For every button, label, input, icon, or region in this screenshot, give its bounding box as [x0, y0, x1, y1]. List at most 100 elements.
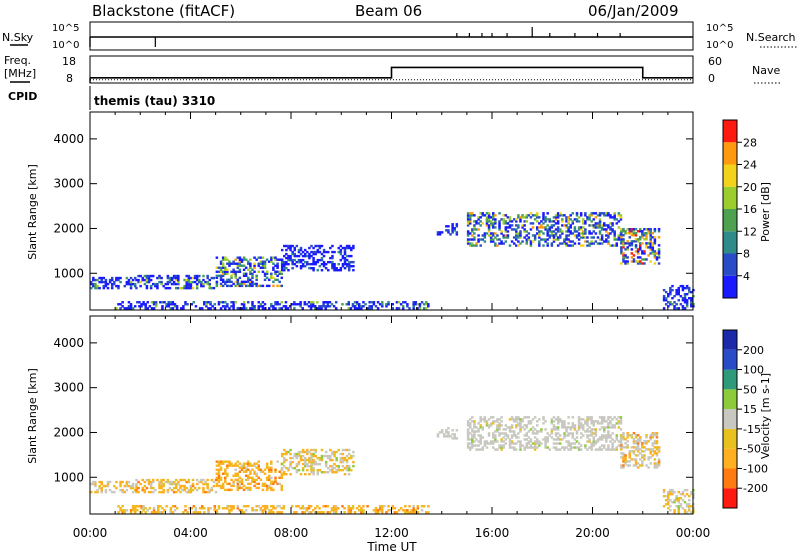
range-cell — [579, 236, 583, 239]
range-cell — [343, 256, 347, 260]
range-cell — [685, 492, 689, 496]
range-cell — [295, 244, 299, 248]
range-cell — [655, 454, 659, 457]
range-cell — [240, 511, 244, 514]
range-cell — [352, 269, 355, 272]
range-cell — [611, 230, 614, 233]
range-cell — [272, 262, 275, 265]
range-cell — [559, 212, 562, 215]
range-cell — [272, 268, 275, 271]
range-cell — [293, 511, 296, 514]
range-cell — [548, 218, 552, 221]
range-cell — [592, 444, 595, 447]
range-cell — [600, 416, 604, 419]
range-cell — [133, 305, 137, 308]
range-cell — [337, 464, 340, 468]
range-cell — [165, 303, 168, 306]
range-cell — [249, 278, 252, 282]
range-cell — [316, 250, 320, 254]
range-cell — [347, 266, 351, 270]
colorbar-segment — [723, 409, 737, 429]
range-cell — [318, 507, 321, 510]
range-cell — [131, 505, 135, 508]
range-cell — [667, 492, 670, 496]
range-cell — [515, 236, 518, 239]
range-cell — [447, 225, 450, 228]
range-cell — [217, 266, 221, 269]
range-cell — [265, 505, 269, 508]
range-cell — [649, 456, 652, 459]
range-cell — [308, 456, 311, 460]
range-cell — [154, 282, 157, 286]
range-cell — [577, 216, 581, 219]
range-cell — [519, 216, 522, 219]
range-cell — [232, 272, 235, 275]
range-cell — [230, 507, 233, 510]
range-cell — [531, 240, 535, 243]
range-cell — [592, 428, 595, 431]
range-cell — [540, 220, 543, 223]
range-cell — [280, 507, 284, 510]
range-cell — [215, 468, 219, 471]
range-cell — [162, 490, 165, 494]
range-cell — [272, 305, 275, 308]
range-cell — [468, 418, 472, 421]
range-cell — [542, 438, 545, 441]
range-cell — [504, 442, 508, 445]
range-cell — [301, 250, 305, 254]
range-cell — [261, 482, 265, 486]
range-cell — [683, 511, 687, 514]
nave-label: Nave — [752, 64, 780, 77]
range-cell — [238, 476, 242, 479]
range-cell — [479, 220, 482, 223]
range-cell — [161, 507, 164, 510]
range-cell — [106, 480, 110, 484]
range-cell — [234, 464, 237, 467]
range-cell — [592, 420, 595, 423]
range-cell — [329, 468, 332, 472]
range-cell — [586, 440, 589, 443]
range-cell — [285, 256, 288, 260]
range-cell — [310, 466, 313, 470]
range-cell — [540, 224, 543, 227]
range-cell — [683, 488, 687, 492]
range-cell — [416, 505, 420, 508]
range-cell — [352, 454, 355, 458]
range-cell — [352, 460, 355, 464]
range-cell — [378, 303, 382, 306]
range-cell — [280, 466, 284, 470]
range-cell — [217, 274, 221, 278]
range-cell — [588, 418, 591, 421]
range-cell — [295, 456, 299, 460]
range-cell — [607, 232, 610, 235]
range-cell — [98, 480, 101, 484]
range-cell — [605, 434, 608, 437]
range-cell — [391, 505, 394, 508]
range-cell — [483, 420, 487, 423]
range-cell — [395, 301, 399, 304]
range-cell — [624, 462, 627, 465]
range-cell — [471, 436, 474, 439]
range-cell — [249, 270, 252, 273]
range-cell — [289, 462, 292, 466]
range-cell — [550, 436, 554, 439]
range-cell — [172, 280, 176, 284]
range-cell — [168, 280, 172, 284]
range-cell — [683, 501, 687, 504]
range-cell — [466, 434, 470, 437]
range-cell — [471, 228, 474, 231]
range-cell — [335, 450, 338, 454]
range-cell — [232, 270, 235, 273]
range-cell — [309, 305, 313, 308]
range-cell — [322, 511, 325, 514]
range-cell — [200, 480, 203, 484]
range-cell — [500, 242, 503, 245]
range-cell — [299, 258, 303, 262]
range-cell — [285, 473, 288, 476]
range-cell — [314, 262, 317, 266]
range-cell — [412, 505, 415, 508]
range-cell — [677, 501, 680, 504]
range-cell — [301, 264, 305, 268]
range-cell — [333, 250, 336, 254]
range-cell — [251, 305, 254, 308]
